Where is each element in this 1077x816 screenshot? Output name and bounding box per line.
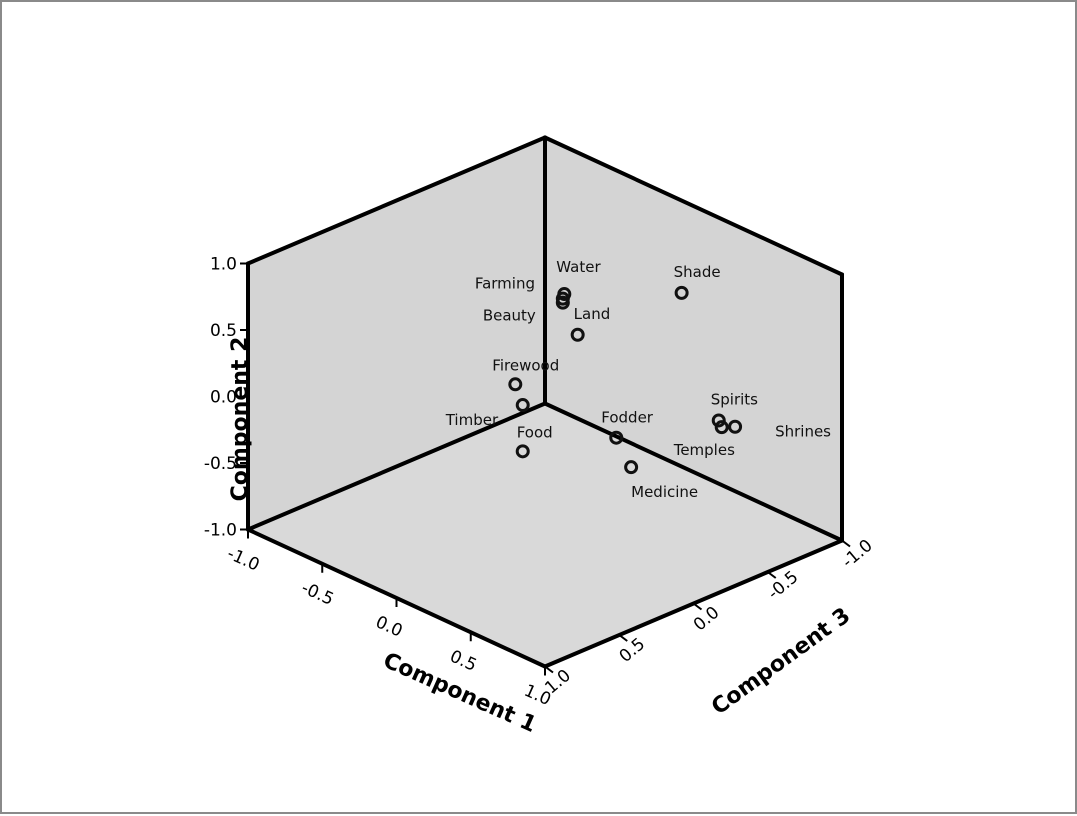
point-label: Land	[574, 305, 611, 323]
point-label: Water	[556, 258, 601, 276]
z-tick-mark	[767, 571, 777, 579]
data-point	[728, 419, 743, 434]
data-point	[609, 430, 624, 445]
point-label: Spirits	[711, 390, 758, 408]
data-point	[711, 413, 726, 428]
left-wall	[248, 137, 545, 530]
y-tick-label: 0.0	[210, 388, 237, 408]
cube-edge	[246, 401, 547, 532]
floor	[248, 403, 842, 667]
x-tick-label: -0.5	[298, 578, 336, 610]
point-label: Fodder	[601, 409, 654, 427]
data-point	[714, 420, 729, 435]
x-tick-label: 0.0	[372, 612, 405, 641]
data-point	[515, 398, 530, 413]
point-label: Temples	[673, 441, 735, 459]
data-point	[624, 460, 639, 475]
y-tick-label: 1.0	[210, 255, 237, 275]
y-tick-label: -1.0	[204, 521, 237, 541]
z-tick-mark	[544, 665, 554, 674]
cube-edge	[543, 135, 844, 277]
z-axis-title: Component 3	[707, 603, 855, 720]
point-label: Farming	[475, 275, 535, 293]
x-tick-label: -1.0	[224, 544, 262, 576]
point-label: Food	[517, 423, 553, 441]
z-tick-mark	[618, 634, 628, 642]
back-wall	[545, 137, 842, 541]
z-tick-label: 0.0	[690, 603, 724, 636]
data-point	[508, 377, 523, 392]
z-tick-label: 0.5	[616, 634, 650, 667]
point-label: Shade	[674, 263, 721, 281]
point-label: Firewood	[492, 356, 559, 374]
z-tick-mark	[841, 539, 851, 548]
y-tick-label: -0.5	[204, 454, 237, 474]
data-point	[555, 295, 570, 310]
point-label: Shrines	[775, 423, 831, 441]
data-point	[570, 327, 585, 342]
data-point	[515, 444, 530, 459]
data-point	[674, 285, 689, 300]
x-tick-label: 0.5	[447, 647, 480, 676]
y-axis-title: Component 2	[228, 337, 253, 502]
point-label: Beauty	[483, 307, 536, 325]
point-label: Medicine	[631, 483, 698, 501]
point-label: Timber	[445, 411, 499, 429]
y-tick-label: 0.5	[210, 321, 237, 341]
z-tick-mark	[692, 602, 703, 611]
cube-edge	[543, 401, 844, 543]
cube-edge	[246, 135, 547, 266]
